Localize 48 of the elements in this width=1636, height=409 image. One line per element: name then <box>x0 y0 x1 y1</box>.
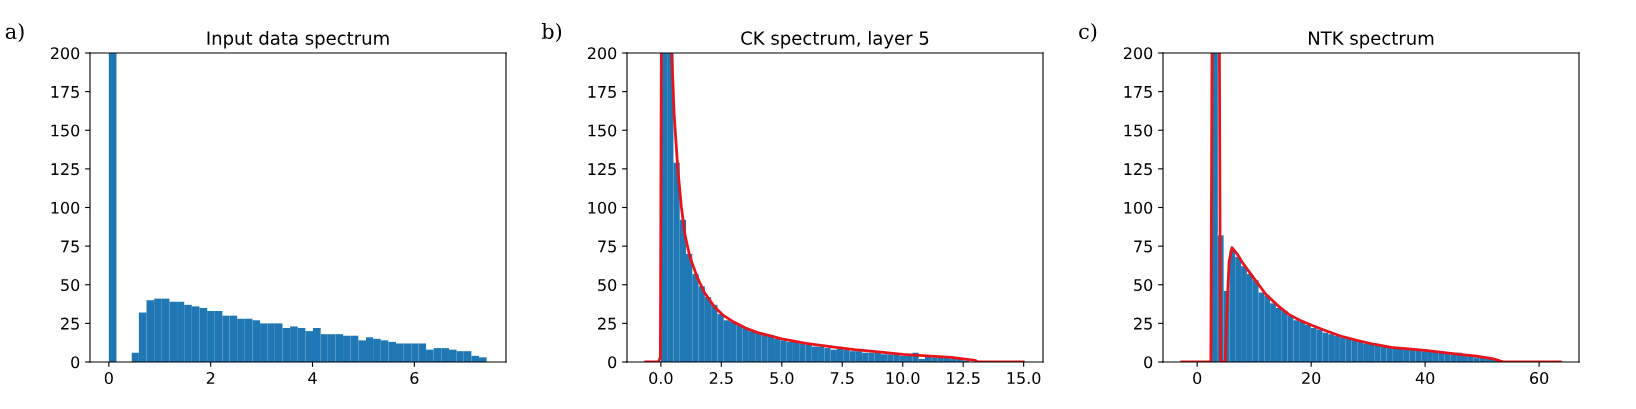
x-tick-label: 12.5 <box>947 372 980 385</box>
x-tick-label: 15.0 <box>1007 372 1041 385</box>
y-tick-label: 50 <box>598 278 617 292</box>
y-tick-label: 100 <box>51 201 80 214</box>
x-tick-label: 0 <box>1193 372 1202 385</box>
x-tick-label: 2 <box>206 372 215 384</box>
x-tick-label: 2.5 <box>709 372 733 385</box>
y-tick-label: 75 <box>61 240 79 253</box>
y-tick-label: 175 <box>1124 86 1152 98</box>
y-tick-label: 100 <box>1124 201 1153 214</box>
x-tick-label: 0 <box>104 372 113 385</box>
x-tick-label: 0.0 <box>649 372 673 385</box>
y-tick-label: 0 <box>1144 356 1153 369</box>
y-tick-label: 75 <box>1134 240 1152 253</box>
y-tick-label: 150 <box>1124 124 1153 137</box>
y-tick-label: 125 <box>1124 163 1152 176</box>
y-tick-label: 0 <box>608 356 617 369</box>
x-tick-label: 6 <box>410 372 419 385</box>
y-tick-label: 100 <box>588 201 617 214</box>
y-tick-label: 150 <box>51 124 80 137</box>
y-tick-label: 150 <box>588 124 617 137</box>
x-tick-label: 20 <box>1302 372 1321 385</box>
chart-title: NTK spectrum <box>1309 31 1434 49</box>
x-tick-label: 5.0 <box>770 372 794 385</box>
y-tick-label: 200 <box>50 47 80 60</box>
x-tick-label: 40 <box>1415 372 1435 385</box>
y-tick-label: 50 <box>1134 278 1153 292</box>
x-tick-label: 10.0 <box>886 372 920 385</box>
text: c) <box>1079 22 1097 42</box>
chart-title: Input data spectrum <box>207 30 389 49</box>
y-tick-label: 125 <box>588 163 616 176</box>
y-tick-label: 200 <box>587 47 617 60</box>
y-tick-label: 200 <box>1123 47 1153 60</box>
y-tick-label: 125 <box>51 163 79 176</box>
text: b) <box>541 22 562 42</box>
x-tick-label: 4 <box>308 372 317 384</box>
y-tick-label: 75 <box>598 240 616 253</box>
x-tick-label: 7.5 <box>830 372 854 385</box>
y-tick-label: 25 <box>598 317 616 330</box>
chart-title: CK spectrum, layer 5 <box>741 30 929 49</box>
y-tick-label: 50 <box>61 278 80 292</box>
y-tick-label: 25 <box>1134 317 1152 330</box>
text: a) <box>5 22 24 42</box>
x-tick-label: 60 <box>1530 372 1549 385</box>
y-tick-label: 25 <box>61 317 79 330</box>
y-tick-label: 175 <box>588 86 616 98</box>
y-tick-label: 175 <box>51 86 79 98</box>
y-tick-label: 0 <box>71 356 80 369</box>
